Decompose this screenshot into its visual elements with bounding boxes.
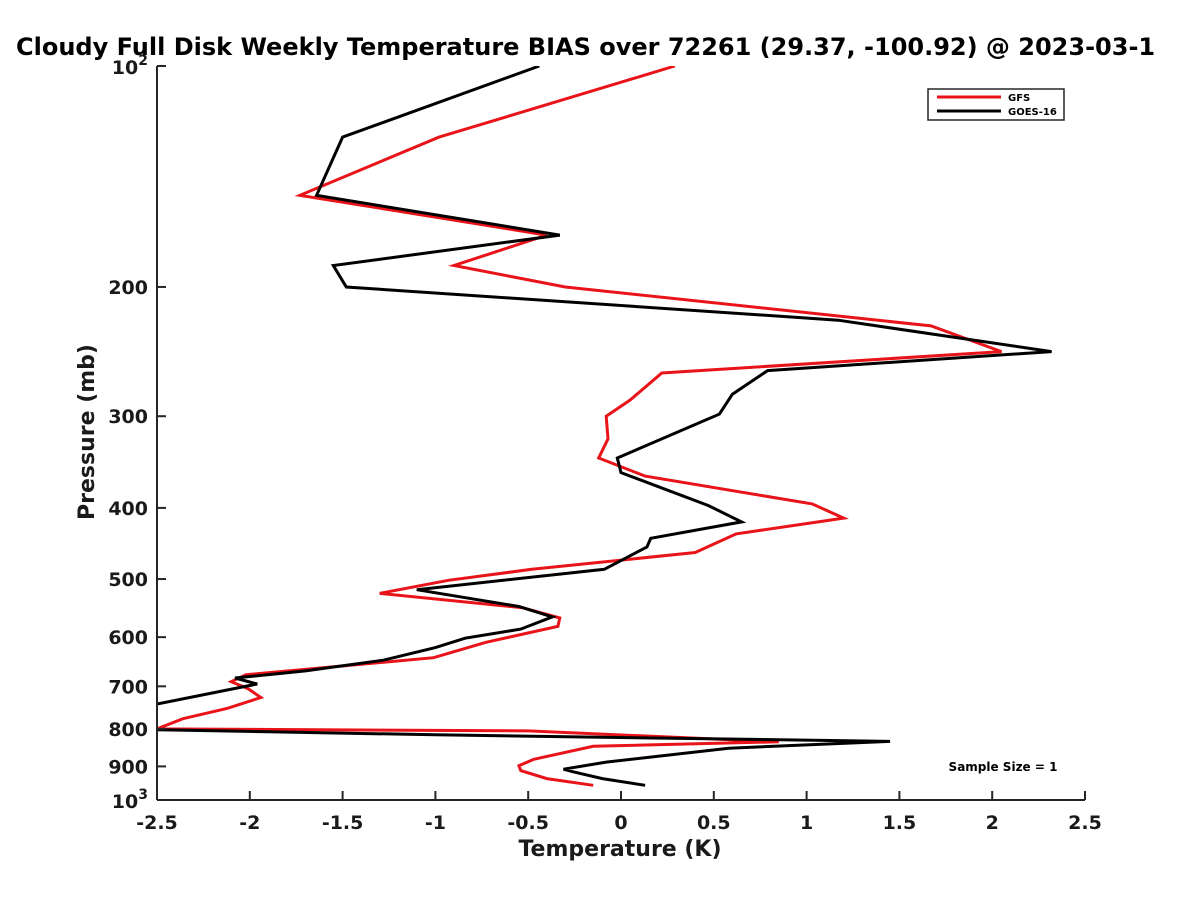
series-group [157, 66, 1052, 787]
chart-title: Cloudy Full Disk Weekly Temperature BIAS… [16, 33, 1155, 61]
y-tick-label: 400 [108, 498, 148, 520]
x-tick-label: -1 [425, 812, 446, 834]
axis-ticks: -2.5 -2 -1.5 -1 -0.5 0 0.5 1 1.5 2 2.5 102 200 300 400… [108, 53, 1102, 834]
y-tick-label: 102 [112, 53, 148, 79]
x-tick-label: 0 [614, 812, 627, 834]
x-tick-label: -0.5 [507, 812, 549, 834]
y-tick-label: 103 [112, 787, 148, 813]
series-line-gfs [157, 66, 1003, 787]
legend-label: GFS [1008, 93, 1030, 104]
x-tick-label: 1 [800, 812, 813, 834]
y-tick-label: 600 [108, 627, 148, 649]
x-tick-label: -2.5 [136, 812, 178, 834]
x-axis-label: Temperature (K) [518, 837, 721, 862]
legend: GFS GOES-16 [927, 88, 1065, 121]
x-tick-label: 1.5 [883, 812, 917, 834]
y-tick-label: 300 [108, 406, 148, 428]
x-tick-label: 2.5 [1068, 812, 1102, 834]
plot-area [157, 66, 1052, 787]
y-tick-label: 800 [108, 719, 148, 741]
x-tick-label: -1.5 [322, 812, 364, 834]
x-tick-label: 0.5 [697, 812, 731, 834]
y-axis-label: Pressure (mb) [75, 344, 100, 520]
x-tick-label: -2 [239, 812, 260, 834]
y-tick-label: 200 [108, 277, 148, 299]
legend-box [927, 88, 1065, 121]
y-tick-label: 500 [108, 569, 148, 591]
sample-size-annotation: Sample Size = 1 [949, 760, 1058, 774]
y-tick-label: 700 [108, 676, 148, 698]
series-line-goes-16 [157, 66, 1052, 787]
legend-label: GOES-16 [1008, 107, 1057, 118]
y-tick-label: 900 [108, 756, 148, 778]
x-tick-label: 2 [986, 812, 999, 834]
